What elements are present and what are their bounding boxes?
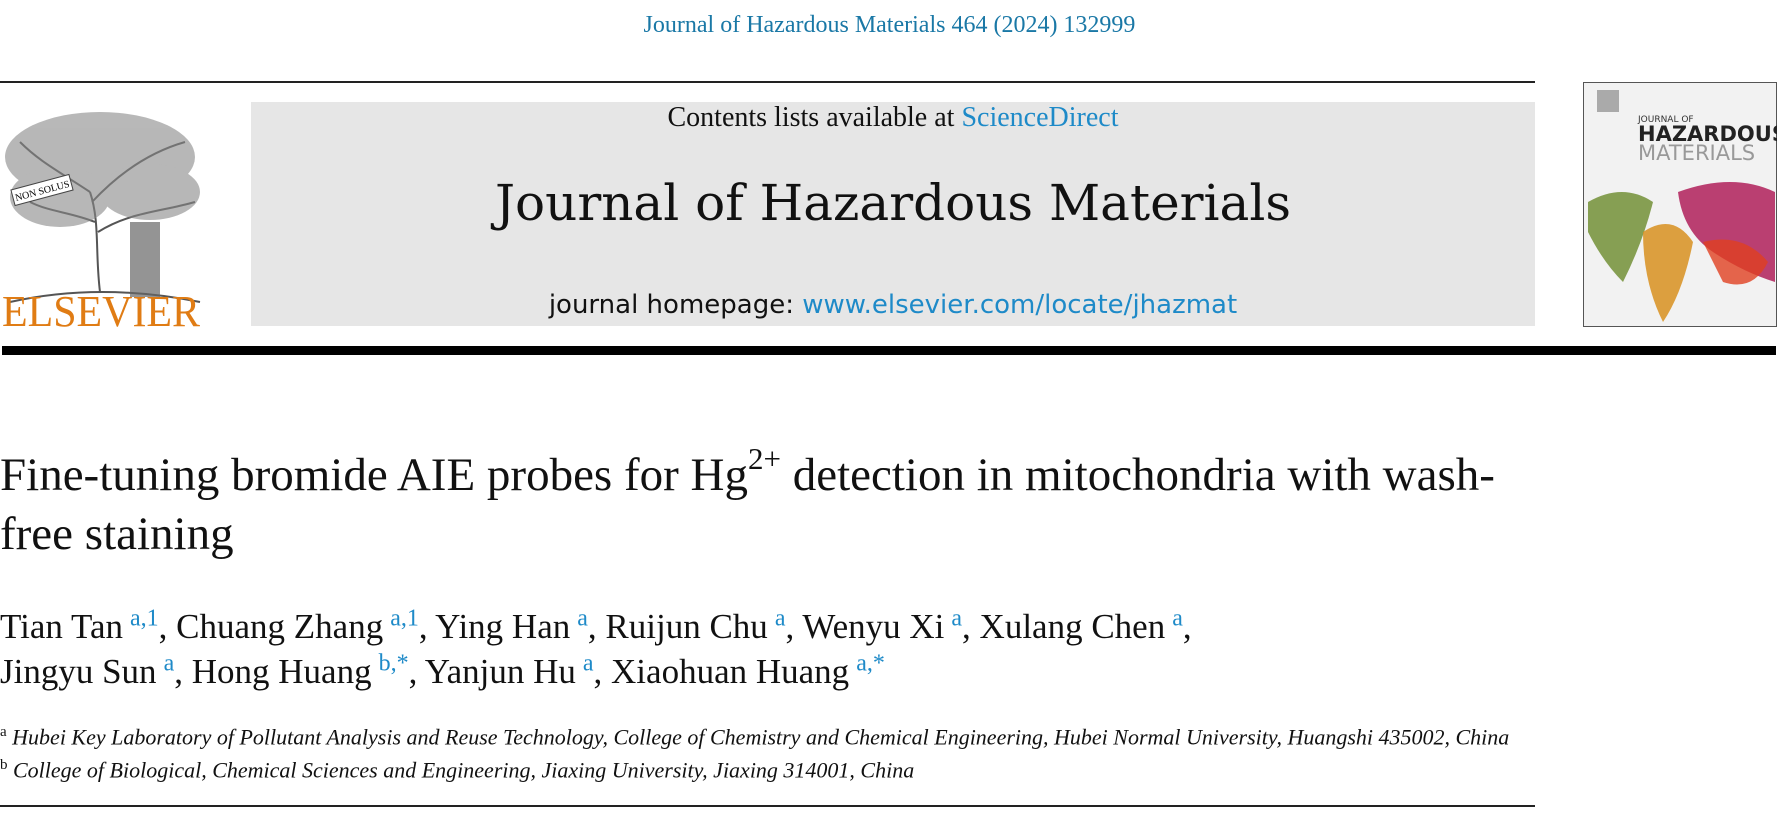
homepage-prefix: journal homepage: [548, 290, 794, 320]
contents-line: Contents lists available at ScienceDirec… [251, 102, 1535, 134]
affiliation-list: a Hubei Key Laboratory of Pollutant Anal… [0, 718, 1760, 785]
author-separator: , [962, 607, 971, 646]
author: Ying Han a, [435, 605, 597, 646]
author-name: Jingyu Sun [0, 652, 157, 691]
author: Ruijun Chu a, [605, 605, 795, 646]
title-text: detection in mitochondria with wash-free… [0, 449, 1495, 560]
author-marks[interactable]: a [577, 605, 588, 632]
author: Xiaohuan Huang a,* [611, 650, 885, 691]
author: Jingyu Sun a, [0, 650, 183, 691]
article-title: Fine-tuning bromide AIE probes for Hg2+ … [0, 443, 1560, 564]
author-name: Ruijun Chu [605, 607, 768, 646]
author-marks[interactable]: a,1 [390, 605, 419, 632]
publisher-name: ELSEVIER [2, 287, 201, 330]
author-separator: , [174, 652, 183, 691]
author-marks[interactable]: a [774, 605, 786, 632]
affiliation-key: b [0, 757, 8, 774]
title-text: Fine-tuning bromide AIE probes for Hg [0, 449, 748, 501]
affiliation-text: Hubei Key Laboratory of Pollutant Analys… [12, 724, 1510, 750]
author: Wenyu Xi a, [802, 605, 971, 646]
affiliation: a Hubei Key Laboratory of Pollutant Anal… [0, 718, 1760, 751]
author: Tian Tan a,1, [0, 605, 168, 646]
author: Yanjun Hu a, [424, 650, 603, 691]
author-separator: , [418, 607, 428, 646]
citation[interactable]: Journal of Hazardous Materials 464 (2024… [643, 12, 1136, 38]
journal-name: Journal of Hazardous Materials [494, 174, 1292, 232]
title-superscript: 2+ [747, 441, 781, 477]
publisher-logo: NON SOLUS ELSEVIER [2, 112, 201, 330]
affiliation: b College of Biological, Chemical Scienc… [0, 751, 1760, 784]
cover-line: HAZARDOUS [1638, 122, 1777, 146]
author-list: Tian Tan a,1, Chuang Zhang a,1, Ying Han… [0, 604, 1400, 694]
journal-banner: Contents lists available at ScienceDirec… [251, 102, 1535, 326]
author-marks[interactable]: a [163, 650, 175, 677]
affiliation-text: College of Biological, Chemical Sciences… [13, 757, 915, 783]
author-separator: , [587, 607, 597, 646]
thick-rule [2, 346, 1776, 355]
author-marks[interactable]: a,* [856, 650, 885, 677]
contents-prefix: Contents lists available at [667, 102, 955, 133]
sciencedirect-link[interactable]: ScienceDirect [961, 102, 1119, 133]
author-marks[interactable]: a,1 [130, 605, 159, 632]
cover-line: MATERIALS [1638, 141, 1755, 165]
author-name: Hong Huang [191, 652, 372, 691]
author-separator: , [593, 652, 603, 691]
author-marks[interactable]: a [582, 650, 594, 677]
author-separator: , [158, 607, 168, 646]
homepage-link[interactable]: www.elsevier.com/locate/jhazmat [802, 290, 1238, 320]
author-name: Xulang Chen [979, 607, 1166, 646]
author-name: Wenyu Xi [802, 607, 945, 646]
author-marks[interactable]: a [1172, 605, 1183, 632]
author-separator: , [1182, 607, 1192, 646]
cover-line: JOURNAL OF [1637, 115, 1694, 125]
author: Xulang Chen a, [979, 605, 1192, 646]
author-separator: , [408, 652, 418, 691]
author: Hong Huang b,*, [191, 650, 418, 691]
author-name: Tian Tan [0, 607, 123, 646]
author: Chuang Zhang a,1, [176, 605, 428, 646]
author-name: Yanjun Hu [424, 652, 576, 691]
author-name: Ying Han [435, 607, 571, 646]
author-name: Xiaohuan Huang [611, 652, 850, 691]
author-marks[interactable]: b,* [378, 650, 409, 677]
author-separator: , [785, 607, 795, 646]
journal-cover[interactable]: JOURNAL OF HAZARDOUS MATERIALS [1583, 82, 1777, 327]
author-marks[interactable]: a [951, 605, 963, 632]
affiliation-key: a [0, 724, 7, 740]
author-name: Chuang Zhang [176, 607, 384, 646]
homepage-line: journal homepage: www.elsevier.com/locat… [251, 290, 1535, 320]
bottom-rule [0, 805, 1535, 807]
top-rule [0, 81, 1535, 83]
